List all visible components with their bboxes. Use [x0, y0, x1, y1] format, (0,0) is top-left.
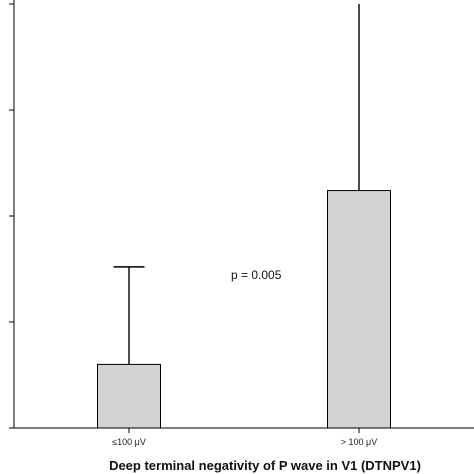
chart-bars: [97, 4, 391, 429]
x-axis-title: Deep terminal negativity of P wave in V1…: [109, 458, 421, 473]
x-tick-labels: ≤100 μV > 100 μV: [112, 428, 377, 447]
x-tick-label-1: > 100 μV: [341, 437, 377, 447]
bar-1: [327, 190, 391, 429]
x-tick-label-0: ≤100 μV: [112, 437, 146, 447]
p-value-annotation: p = 0.005: [231, 268, 282, 282]
bar-0: [97, 363, 161, 429]
chart-axes: [9, 0, 474, 429]
